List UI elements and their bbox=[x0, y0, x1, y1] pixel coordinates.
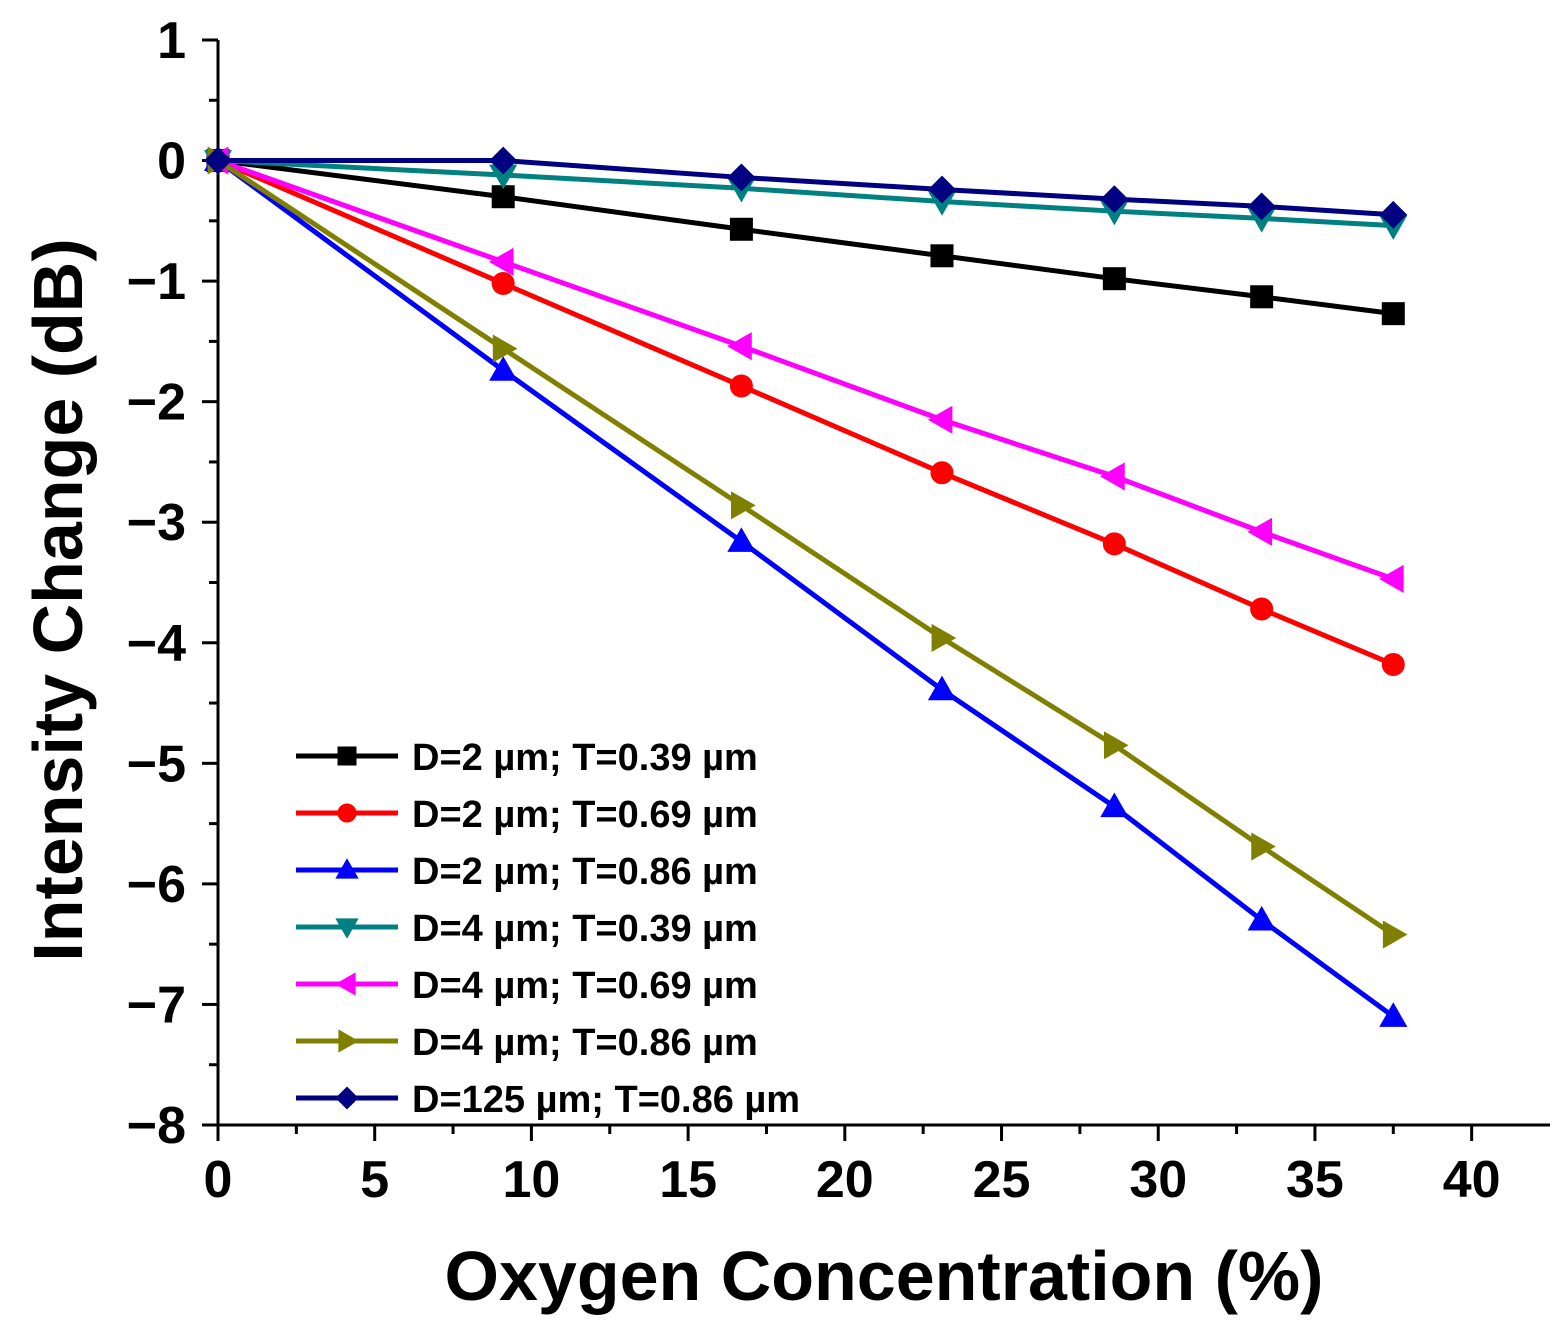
data-point bbox=[1251, 832, 1276, 861]
y-tick-label: −1 bbox=[127, 253, 186, 311]
series-line bbox=[216, 158, 1395, 937]
x-tick-label: 30 bbox=[1129, 1151, 1187, 1209]
legend-swatch-marker bbox=[335, 858, 359, 879]
legend-swatch-marker bbox=[337, 803, 357, 823]
y-tick-label: −5 bbox=[127, 735, 186, 793]
y-tick-label: −2 bbox=[127, 374, 186, 432]
data-point bbox=[727, 527, 756, 552]
legend-label: D=2 µm; T=0.39 µm bbox=[412, 737, 758, 779]
data-point bbox=[1382, 920, 1408, 949]
series-line bbox=[217, 158, 1394, 229]
x-tick-label: 40 bbox=[1443, 1151, 1501, 1209]
data-point bbox=[491, 272, 515, 296]
legend-label: D=125 µm; T=0.86 µm bbox=[412, 1079, 800, 1121]
legend-item: D=4 µm; T=0.39 µm bbox=[296, 908, 758, 950]
data-point bbox=[488, 247, 514, 276]
data-point bbox=[1100, 462, 1125, 491]
data-point bbox=[1250, 597, 1274, 621]
legend-item: D=2 µm; T=0.86 µm bbox=[296, 851, 758, 893]
series-1 bbox=[206, 149, 1405, 326]
data-point bbox=[729, 217, 753, 241]
data-point bbox=[1247, 517, 1273, 546]
data-point bbox=[930, 461, 954, 485]
y-tick-label: −3 bbox=[127, 494, 186, 552]
legend-swatch-marker bbox=[335, 1086, 359, 1110]
series-line bbox=[217, 158, 1395, 582]
data-point bbox=[1247, 192, 1276, 221]
legend-label: D=2 µm; T=0.86 µm bbox=[412, 851, 758, 893]
data-point bbox=[1381, 652, 1405, 676]
legend-swatch-marker bbox=[337, 746, 357, 766]
data-point bbox=[1103, 731, 1129, 760]
data-point bbox=[489, 146, 518, 175]
legend-swatch-marker bbox=[335, 918, 359, 939]
y-tick-label: 0 bbox=[157, 133, 186, 191]
y-tick-label: −4 bbox=[127, 615, 186, 673]
data-point bbox=[1102, 267, 1126, 291]
data-point bbox=[930, 244, 954, 268]
series-layer bbox=[203, 146, 1408, 1027]
series-6 bbox=[207, 146, 1408, 949]
data-point bbox=[492, 334, 518, 363]
x-tick-label: 0 bbox=[204, 1151, 233, 1209]
legend-item: D=2 µm; T=0.39 µm bbox=[296, 737, 758, 779]
data-point bbox=[1379, 200, 1408, 229]
series-4 bbox=[203, 150, 1408, 240]
data-point bbox=[1379, 1002, 1408, 1027]
y-tick-label: −6 bbox=[127, 856, 186, 914]
y-tick-label: 1 bbox=[157, 12, 186, 70]
series-3 bbox=[203, 146, 1408, 1027]
y-tick-label: −8 bbox=[127, 1097, 186, 1155]
legend-item: D=4 µm; T=0.69 µm bbox=[296, 965, 758, 1007]
legend: D=2 µm; T=0.39 µm D=2 µm; T=0.69 µm D=2 µm… bbox=[296, 737, 800, 1121]
legend-swatch-marker bbox=[338, 1029, 359, 1053]
data-point bbox=[1250, 285, 1274, 309]
x-axis-label: Oxygen Concentration (%) bbox=[445, 1237, 1324, 1315]
data-point bbox=[927, 405, 953, 434]
x-tick-label: 25 bbox=[973, 1151, 1031, 1209]
data-point bbox=[927, 675, 957, 701]
data-point bbox=[730, 491, 756, 520]
x-tick-label: 20 bbox=[816, 1151, 874, 1209]
legend-label: D=4 µm; T=0.39 µm bbox=[412, 908, 758, 950]
legend-item: D=2 µm; T=0.69 µm bbox=[296, 794, 758, 836]
legend-item: D=4 µm; T=0.86 µm bbox=[296, 1022, 758, 1064]
x-tick-label: 10 bbox=[502, 1151, 560, 1209]
series-2 bbox=[206, 149, 1405, 676]
x-tick-label: 5 bbox=[360, 1151, 389, 1209]
data-point bbox=[727, 332, 752, 361]
data-point bbox=[1247, 905, 1276, 931]
legend-label: D=4 µm; T=0.86 µm bbox=[412, 1022, 758, 1064]
data-point bbox=[931, 623, 957, 653]
x-tick-label: 15 bbox=[659, 1151, 717, 1209]
data-point bbox=[1102, 532, 1126, 556]
series-7 bbox=[204, 146, 1408, 229]
legend-label: D=4 µm; T=0.69 µm bbox=[412, 965, 758, 1007]
data-point bbox=[928, 175, 956, 204]
data-point bbox=[729, 374, 753, 398]
data-point bbox=[1100, 185, 1129, 214]
legend-swatch-marker bbox=[335, 972, 356, 996]
data-point bbox=[1379, 564, 1404, 593]
legend-item: D=125 µm; T=0.86 µm bbox=[296, 1079, 800, 1121]
y-tick-label: −7 bbox=[127, 976, 186, 1034]
x-tick-label: 35 bbox=[1286, 1151, 1344, 1209]
data-point bbox=[1381, 302, 1405, 326]
y-axis-label: Intensity Change (dB) bbox=[19, 238, 97, 961]
data-point bbox=[489, 356, 518, 381]
data-point bbox=[1100, 792, 1129, 818]
legend-label: D=2 µm; T=0.69 µm bbox=[412, 794, 758, 836]
data-point bbox=[204, 146, 232, 175]
data-point bbox=[727, 163, 756, 192]
